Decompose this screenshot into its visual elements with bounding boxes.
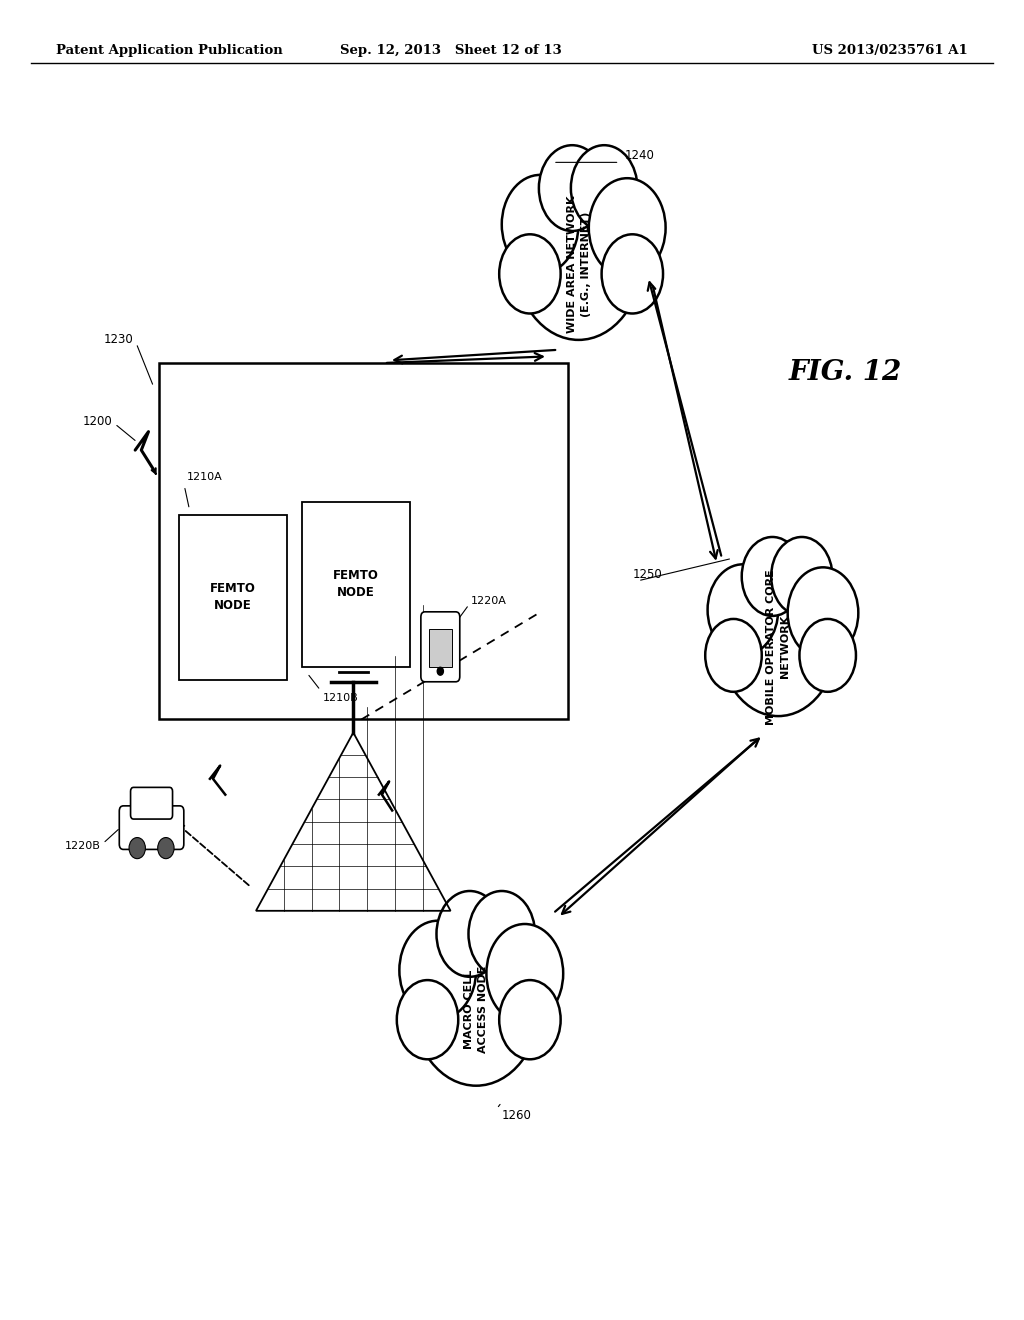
FancyBboxPatch shape [159,363,568,719]
Circle shape [741,537,803,616]
Circle shape [129,838,145,859]
FancyBboxPatch shape [119,805,184,850]
Text: WIDE AREA NETWORK
(E.G., INTERNET): WIDE AREA NETWORK (E.G., INTERNET) [566,195,591,333]
Text: 1210B: 1210B [323,693,358,704]
Text: US 2013/0235761 A1: US 2013/0235761 A1 [812,44,968,57]
Text: Sep. 12, 2013   Sheet 12 of 13: Sep. 12, 2013 Sheet 12 of 13 [340,44,561,57]
FancyBboxPatch shape [302,502,410,667]
Text: 1220B: 1220B [65,841,100,851]
Circle shape [589,178,666,277]
FancyBboxPatch shape [179,515,287,680]
Circle shape [514,174,643,339]
Text: FIG. 12: FIG. 12 [788,359,901,385]
Text: 1260: 1260 [502,1109,531,1122]
Circle shape [436,891,503,977]
FancyBboxPatch shape [421,612,460,681]
Text: 1240: 1240 [625,149,654,162]
Circle shape [787,568,858,659]
Circle shape [706,619,762,692]
Text: 1210A: 1210A [186,471,222,482]
Circle shape [708,565,778,655]
Circle shape [437,668,443,676]
Circle shape [601,235,664,313]
Circle shape [771,537,833,616]
Circle shape [397,979,459,1059]
Circle shape [800,619,856,692]
Circle shape [399,921,476,1019]
Text: 1230: 1230 [103,333,133,346]
Circle shape [158,838,174,859]
Circle shape [469,891,536,977]
Circle shape [571,145,637,231]
Circle shape [499,235,561,313]
Text: MACRO CELL
ACCESS NODE: MACRO CELL ACCESS NODE [464,966,488,1053]
Text: Patent Application Publication: Patent Application Publication [56,44,283,57]
Text: FEMTO
NODE: FEMTO NODE [210,582,256,612]
Text: FEMTO
NODE: FEMTO NODE [333,569,379,599]
Circle shape [719,565,838,715]
Circle shape [502,174,579,273]
Circle shape [486,924,563,1023]
Text: MOBILE OPERATOR CORE
NETWORK: MOBILE OPERATOR CORE NETWORK [766,569,791,725]
FancyBboxPatch shape [429,630,452,668]
Circle shape [539,145,605,231]
Text: 1250: 1250 [633,568,663,581]
Circle shape [500,979,561,1059]
Circle shape [412,921,541,1085]
Text: 1220A: 1220A [471,595,507,606]
Text: 1200: 1200 [83,414,113,428]
FancyBboxPatch shape [131,787,172,818]
